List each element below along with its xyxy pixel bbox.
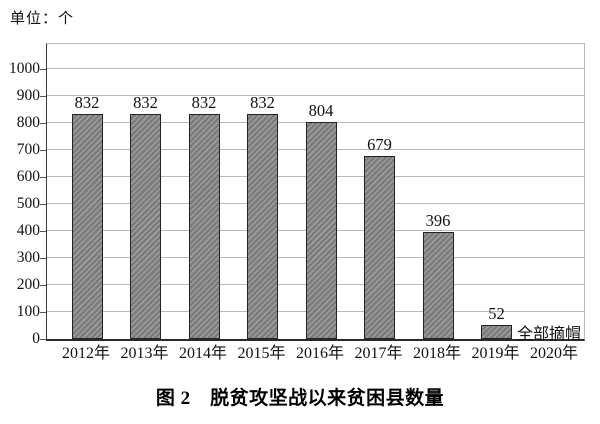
bar-2017年 — [364, 155, 395, 339]
y-axis-label-200: 200 — [16, 275, 40, 293]
y-axis-label-100: 100 — [16, 302, 40, 320]
bar-2013年 — [130, 114, 161, 339]
y-tick-100 — [40, 311, 46, 313]
value-label-2019年: 52 — [488, 303, 505, 323]
y-tick-900 — [40, 95, 46, 97]
value-label-2016年: 804 — [308, 100, 334, 120]
x-axis-label-2017年: 2017年 — [354, 345, 403, 362]
y-axis-label-800: 800 — [16, 113, 40, 131]
y-axis-label-600: 600 — [16, 167, 40, 185]
x-axis-label-2020年: 2020年 — [529, 345, 578, 362]
y-axis-label-900: 900 — [16, 86, 40, 104]
annotation-label: 全部摘帽 — [517, 326, 582, 343]
x-axis-label-2012年: 2012年 — [61, 345, 110, 362]
y-axis-label-700: 700 — [16, 140, 40, 158]
y-tick-400 — [40, 230, 46, 232]
value-label-2012年: 832 — [74, 93, 100, 113]
x-axis-label-2015年: 2015年 — [237, 345, 286, 362]
y-tick-200 — [40, 284, 46, 286]
y-tick-300 — [40, 257, 46, 259]
y-axis-label-400: 400 — [16, 221, 40, 239]
bar-2012年 — [71, 114, 103, 339]
y-axis-label-1000: 1000 — [9, 59, 40, 77]
bar-2019年 — [481, 324, 512, 339]
gridline-900 — [47, 95, 584, 96]
plot-area: 832 832 832 832 804 679 396 52 — [40, 43, 585, 341]
y-tick-600 — [40, 176, 46, 178]
unit-label: 单位：个 — [10, 11, 75, 27]
y-tick-500 — [40, 203, 46, 205]
x-axis-label-2016年: 2016年 — [295, 345, 344, 362]
y-tick-0 — [40, 338, 46, 340]
bar-2015年 — [247, 114, 278, 339]
y-axis-label-0: 0 — [32, 329, 40, 347]
y-tick-800 — [40, 122, 46, 124]
gridline-1000 — [47, 68, 584, 69]
y-axis-label-500: 500 — [16, 194, 40, 212]
y-tick-700 — [40, 149, 46, 151]
value-label-2017年: 679 — [367, 134, 392, 154]
y-axis-label-300: 300 — [16, 248, 40, 266]
value-label-2015年: 832 — [250, 93, 275, 113]
x-axis-label-2018年: 2018年 — [412, 345, 461, 362]
y-tick-1000 — [40, 68, 46, 70]
value-label-2018年: 396 — [425, 211, 451, 231]
x-axis-label-2014年: 2014年 — [178, 345, 227, 362]
x-axis-label-2013年: 2013年 — [120, 345, 169, 362]
value-label-2013年: 832 — [133, 93, 158, 113]
x-axis-label-2019年: 2019年 — [471, 345, 520, 362]
bar-2016年 — [305, 121, 337, 339]
value-label-2014年: 832 — [191, 93, 217, 113]
bar-2014年 — [188, 114, 220, 339]
bar-2018年 — [422, 232, 454, 339]
figure-caption: 图 2 脱贫攻坚战以来贫困县数量 — [155, 388, 445, 409]
